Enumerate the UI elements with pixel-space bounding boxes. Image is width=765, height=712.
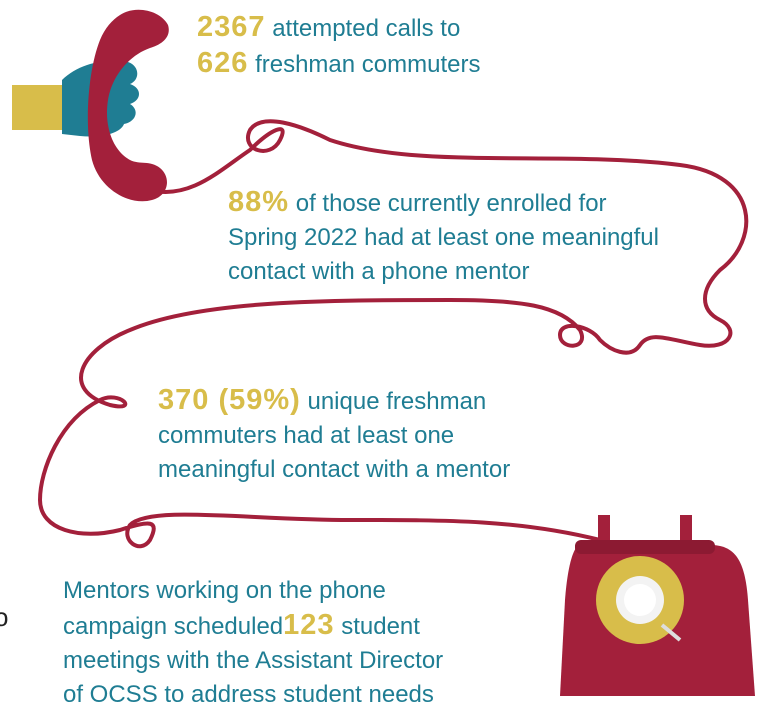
stat-line: contact with a phone mentor bbox=[228, 258, 530, 285]
stat-text: attempted calls to bbox=[272, 15, 461, 42]
stat-line: campaign scheduled123 student bbox=[63, 608, 443, 644]
stat-line: Spring 2022 had at least one meaningful bbox=[228, 224, 659, 251]
stat-text: student bbox=[341, 613, 420, 640]
stat-line: commuters had at least one bbox=[158, 422, 455, 449]
handset bbox=[87, 9, 169, 202]
stat-number: 88% bbox=[228, 186, 290, 218]
stat-text: freshman commuters bbox=[255, 51, 481, 78]
stat-line: meetings with the Assistant Director bbox=[63, 647, 444, 674]
stat-number: 370 (59%) bbox=[158, 384, 301, 416]
stat-text: campaign scheduled bbox=[63, 613, 284, 640]
illustration bbox=[12, 9, 755, 696]
edge-text: o bbox=[0, 602, 9, 632]
phone-cord bbox=[37, 119, 749, 549]
stat-text: of those currently enrolled for bbox=[295, 190, 607, 217]
stat-line: of OCSS to address student needs bbox=[63, 681, 434, 708]
stat-meetings: Mentors working on the phone campaign sc… bbox=[63, 574, 443, 712]
stat-line: Mentors working on the phone bbox=[63, 577, 386, 604]
stat-number: 2367 bbox=[197, 11, 266, 43]
stat-calls: 2367 attempted calls to 626 freshman com… bbox=[197, 10, 480, 82]
stat-number: 626 bbox=[197, 47, 249, 79]
stat-line: 88% of those currently enrolled for bbox=[228, 185, 659, 221]
stat-text: unique freshman bbox=[307, 388, 487, 415]
stat-enrolled: 88% of those currently enrolled for Spri… bbox=[228, 185, 659, 289]
stat-number: 123 bbox=[283, 609, 335, 641]
stat-line: 626 freshman commuters bbox=[197, 46, 480, 82]
page: {"stats": [ {"lines": [["2367", "attempt… bbox=[0, 9, 755, 708]
stat-line: 370 (59%) unique freshman bbox=[158, 383, 510, 419]
stat-line: meaningful contact with a mentor bbox=[158, 456, 511, 483]
rotary-phone bbox=[560, 515, 755, 696]
stat-unique: 370 (59%) unique freshman commuters had … bbox=[158, 383, 510, 487]
stat-line: 2367 attempted calls to bbox=[197, 10, 480, 46]
